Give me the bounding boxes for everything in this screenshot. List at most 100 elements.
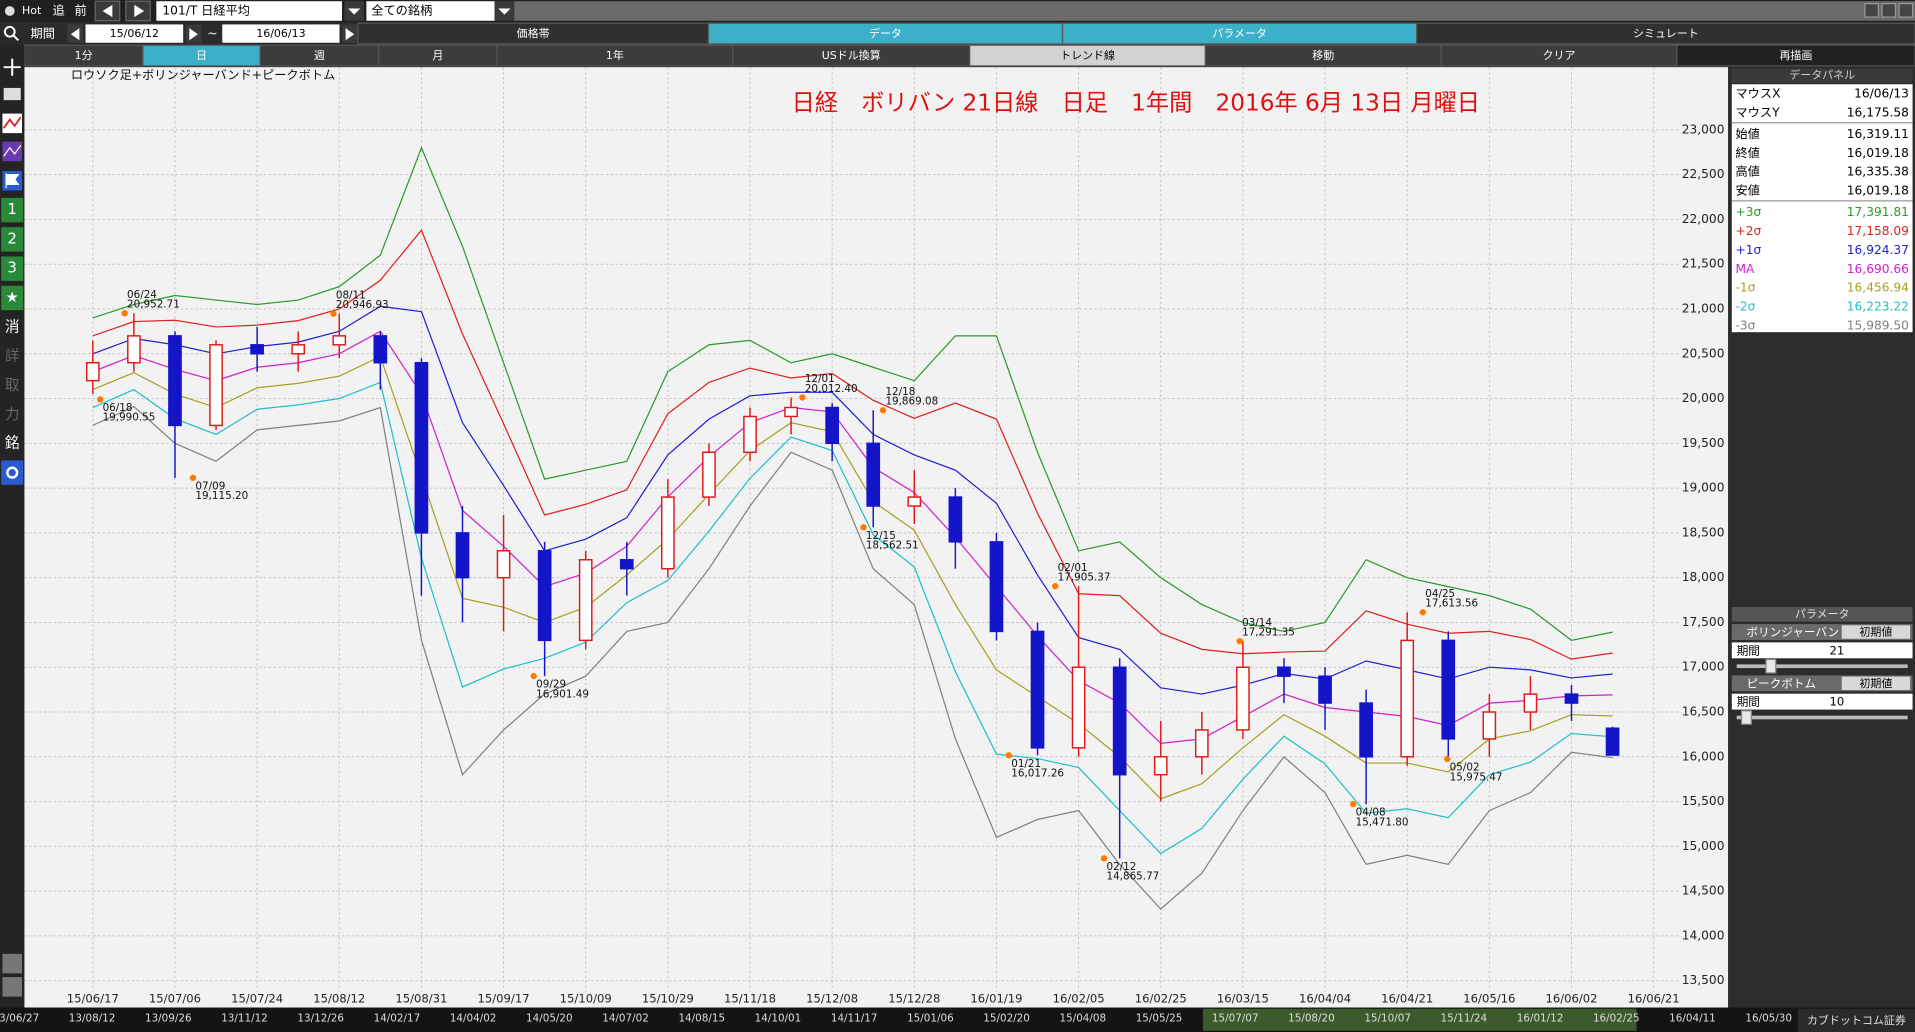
annotation-date: 05/02 (1450, 762, 1480, 774)
button-label[interactable]: 1年 (606, 48, 624, 62)
timeline-label: 13/08/12 (69, 1013, 116, 1025)
parameter-field-row (1731, 693, 1913, 710)
sidebar-button (1, 256, 24, 281)
window-icon (1898, 3, 1914, 18)
annotation-date: 12/18 (885, 386, 915, 398)
button-label[interactable]: 移動 (1312, 48, 1334, 62)
button-label[interactable]: クリア (1543, 49, 1576, 62)
reset-button (1841, 625, 1911, 639)
data-panel-header (1731, 68, 1913, 84)
x-tick-label: 16/02/25 (1135, 992, 1187, 1006)
candle-body (1564, 693, 1579, 704)
sidebar-button (1, 344, 24, 369)
period-separator: ~ (207, 27, 217, 41)
candle-body (1030, 630, 1045, 749)
to-date-box (222, 24, 340, 43)
data-panel-value: 16/06/13 (1854, 87, 1909, 101)
button-label[interactable]: トレンド線 (1060, 48, 1115, 62)
data-panel-label: -1σ (1735, 281, 1755, 295)
y-tick-label: 18,500 (1682, 525, 1725, 539)
step-arrow (189, 28, 198, 41)
button-label[interactable]: USドル換算 (822, 48, 881, 62)
parameter-field-value: 21 (1830, 643, 1845, 657)
annotation-date: 08/11 (336, 289, 366, 301)
parameter-group-name: ボリンジャーバンド (1746, 625, 1850, 639)
reset-label[interactable]: 初期値 (1859, 625, 1892, 639)
slider-thumb[interactable] (1740, 710, 1752, 725)
sidebar-button (1, 197, 24, 223)
data-panel-label: +3σ (1735, 205, 1761, 219)
sidebar-label[interactable]: ★ (6, 289, 19, 306)
annotation-value: 18,562.51 (866, 540, 919, 552)
candle-body (1523, 693, 1538, 713)
band-line (92, 305, 1613, 695)
data-panel-value: 16,690.66 (1847, 262, 1909, 276)
sidebar-button (1, 373, 24, 399)
sidebar-label[interactable]: 3 (8, 260, 17, 277)
y-tick-label: 15,000 (1682, 839, 1725, 853)
timeline-window (1202, 1008, 1637, 1031)
sidebar-label[interactable]: 消 (5, 318, 20, 335)
symbol-box (156, 1, 342, 21)
sidebar-label[interactable]: 詳 (5, 348, 20, 365)
timeline-label: 16/01/12 (1517, 1013, 1564, 1025)
sidebar-label[interactable]: 取 (5, 377, 20, 394)
button-label[interactable]: 日 (196, 49, 207, 62)
toolbar-right (514, 1, 1915, 21)
candle-body (702, 451, 716, 498)
tab-label[interactable]: データ (869, 26, 902, 40)
dropdown-arrow (348, 8, 361, 15)
flag-shape (5, 173, 20, 189)
sidebar-label[interactable]: 銘 (5, 434, 20, 451)
data-panel-label: 始値 (1735, 126, 1759, 141)
reset-label[interactable]: 初期値 (1859, 676, 1892, 690)
sidebar-label[interactable]: 力 (5, 406, 20, 423)
hot-button: Hot (22, 4, 42, 17)
window-icon (1864, 3, 1879, 18)
candle-body (1605, 727, 1620, 756)
y-tick-label: 21,000 (1682, 301, 1725, 315)
y-tick-label: 17,500 (1682, 615, 1725, 629)
tab-label[interactable]: パラメータ (1212, 27, 1267, 40)
parameter-field-row (1731, 642, 1913, 659)
annotation-value: 17,613.56 (1425, 598, 1478, 610)
timeline-label: 14/04/02 (450, 1013, 497, 1025)
slider-thumb[interactable] (1765, 658, 1777, 674)
annotation-date: 02/01 (1058, 562, 1088, 574)
button-label[interactable]: 1分 (75, 49, 93, 62)
tab (1416, 22, 1915, 45)
sidebar-button (1, 315, 24, 340)
peak-bottom-marker (1100, 855, 1108, 862)
timeline-label: 16/05/30 (1745, 1013, 1792, 1025)
sidebar-label[interactable]: 2 (8, 230, 17, 247)
candle-body (578, 559, 593, 642)
candle-body (1236, 666, 1250, 731)
chart-title: 日経 ボリバン 21日線 日足 1年間 2016年 6月 13日 月曜日 (792, 89, 1480, 116)
data-panel-label: +2σ (1735, 224, 1761, 238)
button-label[interactable]: 月 (432, 49, 443, 62)
x-tick-label: 15/12/08 (806, 992, 858, 1006)
candle-body (743, 415, 757, 454)
peak-bottom-marker (799, 394, 806, 401)
timeline-label: 16/02/25 (1593, 1013, 1640, 1025)
timeline-label: 15/10/07 (1364, 1013, 1411, 1025)
timeline-label: 15/07/07 (1212, 1013, 1259, 1025)
tab-label[interactable]: シミュレート (1633, 27, 1699, 40)
annotation-date: 01/21 (1011, 758, 1041, 770)
button-label[interactable]: 再描画 (1779, 48, 1812, 62)
y-tick-label: 23,000 (1682, 122, 1725, 136)
mini-chart-icon (2, 953, 22, 974)
sidebar-label[interactable]: 1 (8, 201, 17, 218)
candle-body (907, 496, 922, 507)
data-panel-value: 15,989.50 (1847, 319, 1909, 333)
annotation-value: 20,952.71 (127, 299, 180, 311)
timeline-label: 13/11/12 (221, 1013, 268, 1025)
x-tick-label: 15/10/09 (560, 992, 612, 1006)
brand: カブドットコム証券 (1807, 1013, 1906, 1027)
tab-label[interactable]: 価格帯 (517, 26, 550, 40)
candle-body (537, 550, 552, 642)
button-label[interactable]: 週 (314, 49, 325, 62)
slider-track (1736, 715, 1908, 720)
peak-bottom-marker (1236, 637, 1243, 645)
